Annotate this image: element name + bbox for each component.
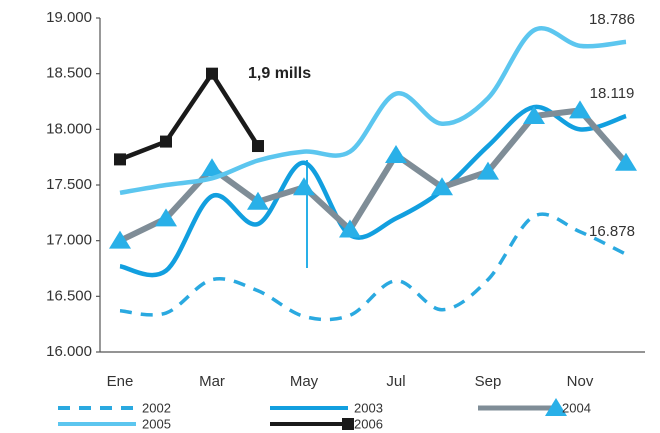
- point-marker: [109, 230, 131, 249]
- series-line: [119, 212, 627, 322]
- series-line: [118, 107, 629, 244]
- point-marker: [339, 219, 361, 238]
- point-marker: [206, 67, 218, 80]
- point-marker: [252, 140, 264, 153]
- legend-marker: [545, 398, 567, 416]
- y-tick-label: 17.500: [46, 176, 92, 193]
- y-tick-label: 18.000: [46, 120, 92, 137]
- y-tick-label: 18.500: [46, 65, 92, 82]
- point-marker: [477, 161, 499, 180]
- legend-label: 2006: [354, 416, 383, 431]
- point-marker: [523, 105, 545, 124]
- point-marker: [615, 152, 637, 171]
- y-tick-label: 16.500: [46, 287, 92, 304]
- value-label: 18.786: [589, 11, 635, 28]
- x-tick-label: Nov: [567, 373, 594, 390]
- y-tick-label: 16.000: [46, 343, 92, 360]
- point-marker: [160, 135, 172, 148]
- x-tick-label: May: [290, 373, 319, 390]
- x-tick-label: Ene: [107, 373, 134, 390]
- y-tick-label: 19.000: [46, 9, 92, 26]
- legend-label: 2002: [142, 400, 171, 415]
- legend-label: 2003: [354, 400, 383, 415]
- point-marker: [293, 177, 315, 196]
- legend-marker: [342, 418, 354, 430]
- value-label: 16.878: [589, 223, 635, 240]
- x-tick-label: Jul: [386, 373, 405, 390]
- legend-label: 2004: [562, 400, 591, 415]
- x-tick-label: Mar: [199, 373, 225, 390]
- point-marker: [431, 177, 453, 196]
- point-marker: [385, 144, 407, 163]
- legend-label: 2005: [142, 416, 171, 431]
- point-marker: [201, 158, 223, 177]
- point-marker: [247, 191, 269, 210]
- series-line: [119, 71, 260, 162]
- annotation: 1,9 mills: [248, 65, 311, 82]
- point-marker: [569, 100, 591, 119]
- x-tick-label: Sep: [475, 373, 502, 390]
- y-tick-label: 17.000: [46, 232, 92, 249]
- value-label: 18.119: [590, 85, 635, 102]
- series-line: [119, 26, 627, 196]
- point-marker: [114, 153, 126, 166]
- point-marker: [155, 208, 177, 227]
